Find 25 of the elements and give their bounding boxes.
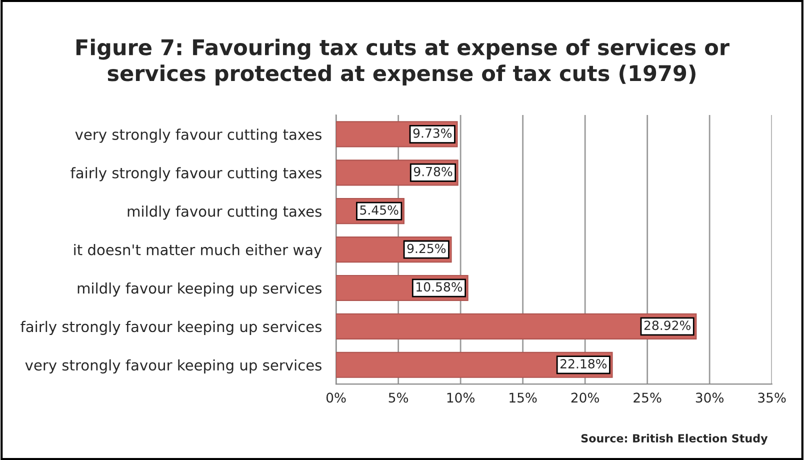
chart-title: Figure 7: Favouring tax cuts at expense of services or services protected at expense of tax cuts (1979)	[76, 38, 730, 86]
data-label: 10.58%	[416, 282, 462, 292]
x-tick-label: 15%	[510, 392, 537, 403]
x-tick-label: 20%	[571, 392, 600, 403]
x-tick-label: 25%	[634, 392, 662, 403]
data-label: 9.78%	[414, 166, 452, 176]
bar	[336, 313, 697, 340]
data-label: 5.45%	[360, 205, 398, 215]
data-label: 28.92%	[644, 320, 690, 330]
y-tick-label: it doesn't matter much either way	[74, 244, 322, 258]
x-tick-label: 35%	[758, 392, 786, 403]
data-label: 9.73%	[413, 128, 452, 138]
y-tick-label: mildly favour keeping up services	[78, 282, 322, 297]
x-tick-label: 30%	[696, 392, 724, 403]
x-tick-label: 0%	[326, 392, 346, 403]
y-tick-label: fairly strongly favour cutting taxes	[70, 167, 322, 182]
x-tick-label: 10%	[447, 392, 475, 403]
y-tick-label: very strongly favour cutting taxes	[75, 128, 322, 143]
y-tick-label: very strongly favour keeping up services	[25, 359, 322, 374]
source-note: Source: British Election Study	[581, 434, 768, 445]
data-label: 9.25%	[407, 244, 446, 254]
y-tick-label: fairly strongly favour keeping up services	[20, 320, 322, 336]
x-tick-label: 5%	[388, 392, 408, 403]
data-label: 22.18%	[560, 359, 607, 369]
y-tick-label: mildly favour cutting taxes	[128, 206, 322, 220]
